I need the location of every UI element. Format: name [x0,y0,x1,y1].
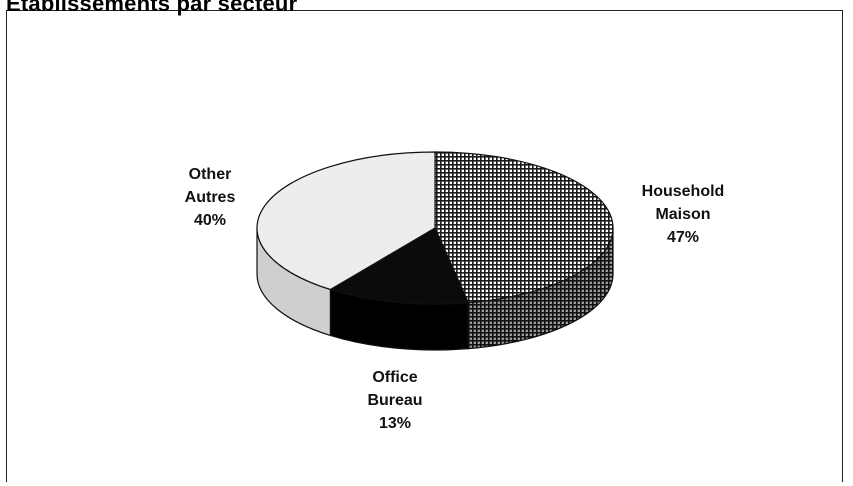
slice-label-line1: Office [372,369,418,386]
pie-slice-household [434,151,614,304]
slice-percent: 40% [193,212,227,229]
chart-title: Établissements par secteur [6,0,298,16]
slice-label-line1: Household [641,183,725,200]
slice-label-other: Other Autres 40% [160,163,260,232]
slice-label-line2: Maison [655,206,711,223]
slice-percent: 47% [666,229,700,246]
slice-label-line2: Bureau [367,392,423,409]
slice-label-line1: Other [188,166,232,183]
slice-label-office: Office Bureau 13% [340,366,450,435]
slice-label-line2: Autres [184,189,236,206]
pie-slice-other [256,151,436,291]
slice-label-household: Household Maison 47% [618,180,748,249]
slice-percent: 13% [378,415,412,432]
pie-slice-office [328,227,470,305]
